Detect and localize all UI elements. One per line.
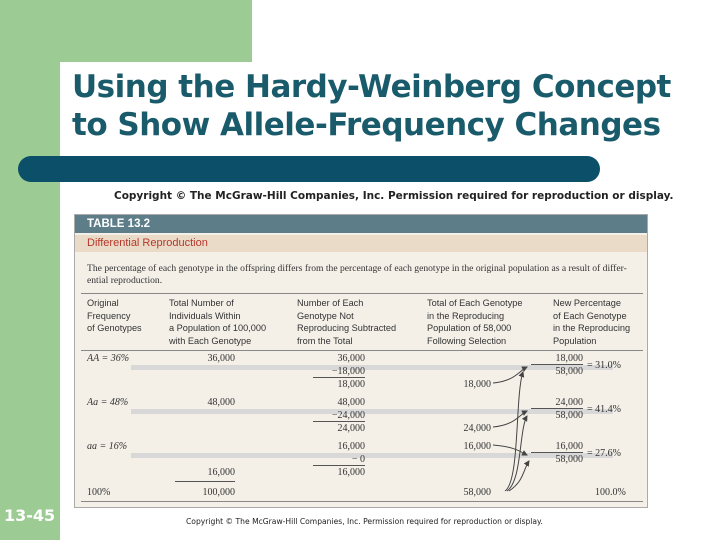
subtracted-start-aa-upper: 36,000 (337, 353, 366, 364)
row-band (131, 365, 613, 370)
genotype-aa-upper: AA = 36% (87, 353, 130, 364)
fraction-denominator-aa-lower: 58,000 (555, 454, 584, 465)
arrow-to-aa-hetero (506, 415, 528, 492)
subtracted-amount-aa-lower: − 0 (313, 454, 365, 466)
slide-title-line-1: Using the Hardy-Weinberg Concept (72, 69, 671, 105)
subtracted-result-aa-hetero: 24,000 (337, 423, 366, 434)
title-underline-bar (18, 156, 600, 182)
table-caption-line-1: The percentage of each genotype in the o… (87, 263, 627, 274)
new-percentage-aa-upper: = 31.0% (587, 360, 621, 371)
table-rule-bottom (81, 501, 643, 502)
slide-number: 13-45 (4, 506, 56, 525)
table-rule-top (81, 293, 643, 294)
column-header-subtracted: Number of Each Genotype Not Reproducing … (297, 298, 397, 346)
reproducing-aa-hetero: 24,000 (463, 423, 492, 434)
slide-title: Using the Hardy-Weinberg Concept to Show… (72, 68, 712, 144)
reproducing-aa-lower: 16,000 (463, 441, 492, 452)
copyright-notice-bottom: Copyright © The McGraw-Hill Companies, I… (186, 517, 543, 526)
total-aa-hetero: 48,000 (207, 397, 236, 408)
total-reproducing: 58,000 (463, 487, 492, 498)
subtracted-start-aa-hetero: 48,000 (337, 397, 366, 408)
selection-arrows (492, 366, 530, 492)
table-figure: TABLE 13.2 Differential Reproduction The… (74, 214, 648, 508)
genotype-aa-lower: aa = 16% (87, 441, 128, 452)
arrow-to-aa-lower (508, 460, 530, 492)
fraction-denominator-aa-upper: 58,000 (555, 366, 584, 377)
slide-title-line-2: to Show Allele-Frequency Changes (72, 107, 661, 143)
subtracted-amount-aa-hetero: −24,000 (313, 410, 365, 422)
reproducing-aa-upper: 18,000 (463, 379, 492, 390)
column-header-total: Total Number of Individuals Within a Pop… (169, 298, 267, 346)
total-original-percentage: 100% (87, 487, 111, 498)
left-accent-band (0, 0, 60, 540)
new-percentage-aa-hetero: = 41.4% (587, 404, 621, 415)
total-aa-upper: 36,000 (207, 353, 236, 364)
fraction-numerator-aa-lower: 16,000 (531, 441, 583, 453)
row-band (131, 453, 613, 458)
column-header-reproducing: Total of Each Genotype in the Reproducin… (427, 298, 523, 346)
copyright-notice-top: Copyright © The McGraw-Hill Companies, I… (114, 190, 674, 202)
arrow-from-reproducing-aa-lower (492, 444, 528, 456)
row-band (131, 409, 613, 414)
table-caption: The percentage of each genotype in the o… (87, 263, 639, 287)
column-header-original: Original Frequency of Genotypes (87, 298, 142, 334)
total-sum-rule (175, 481, 235, 482)
table-caption-line-2: ential reproduction. (87, 275, 163, 286)
new-percentage-aa-lower: = 27.6% (587, 448, 621, 459)
total-new-percentage: 100.0% (595, 487, 626, 498)
subtracted-result-aa-lower: 16,000 (337, 467, 366, 478)
fraction-numerator-aa-upper: 18,000 (531, 353, 583, 365)
total-population: 100,000 (202, 487, 236, 498)
subtracted-result-aa-upper: 18,000 (337, 379, 366, 390)
top-accent-band (60, 0, 252, 62)
table-rule-header (81, 350, 643, 351)
subtracted-start-aa-lower: 16,000 (337, 441, 366, 452)
arrow-from-reproducing-aa-hetero (492, 410, 528, 428)
fraction-numerator-aa-hetero: 24,000 (531, 397, 583, 409)
table-label: TABLE 13.2 (75, 215, 647, 233)
fraction-denominator-aa-hetero: 58,000 (555, 410, 584, 421)
column-header-new-percentage: New Percentage of Each Genotype in the R… (553, 298, 631, 346)
genotype-aa-hetero: Aa = 48% (87, 397, 129, 408)
total-aa-lower: 16,000 (207, 467, 236, 478)
table-subtitle: Differential Reproduction (75, 235, 647, 252)
arrow-to-aa-upper (504, 371, 525, 492)
subtracted-amount-aa-upper: −18,000 (313, 366, 365, 378)
arrow-from-reproducing-aa-upper (492, 366, 528, 384)
